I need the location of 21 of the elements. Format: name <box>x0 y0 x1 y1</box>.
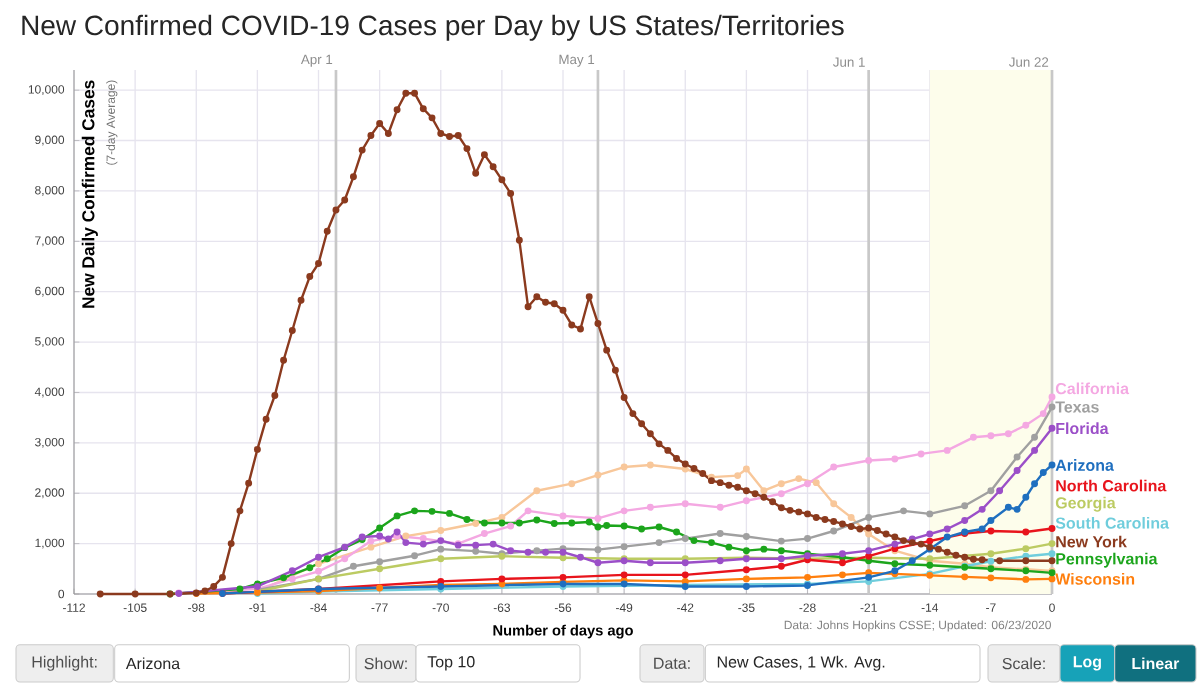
series-label: Texas <box>1055 401 1099 413</box>
series-label: Wisconsin <box>1055 572 1135 585</box>
chart-title: New Confirmed COVID-19 Cases per Day by US States/Territories <box>22 14 844 41</box>
series-label: New York <box>1056 535 1127 548</box>
text: Data: <box>654 657 690 669</box>
text: Show: <box>364 657 407 670</box>
series-label: South Carolina <box>1055 516 1170 529</box>
text: Scale: <box>1002 657 1045 670</box>
series-label: Arizona <box>1055 459 1114 471</box>
text: Highlight: <box>32 655 97 671</box>
text: Log <box>1073 656 1101 671</box>
series-label: Georgia <box>1055 496 1116 512</box>
series-label: Pennsylvania <box>1056 552 1158 568</box>
text: New Cases, 1 Wk. Avg. <box>717 655 885 671</box>
y-axis-title: New Daily Confirmed Cases <box>81 80 98 308</box>
series-label: California <box>1055 382 1130 395</box>
text: Top 10 <box>427 656 475 671</box>
text: Linear <box>1132 657 1180 670</box>
text: North Carolina <box>1056 479 1167 492</box>
series-label: Florida <box>1056 422 1109 435</box>
text: Arizona <box>125 657 181 670</box>
